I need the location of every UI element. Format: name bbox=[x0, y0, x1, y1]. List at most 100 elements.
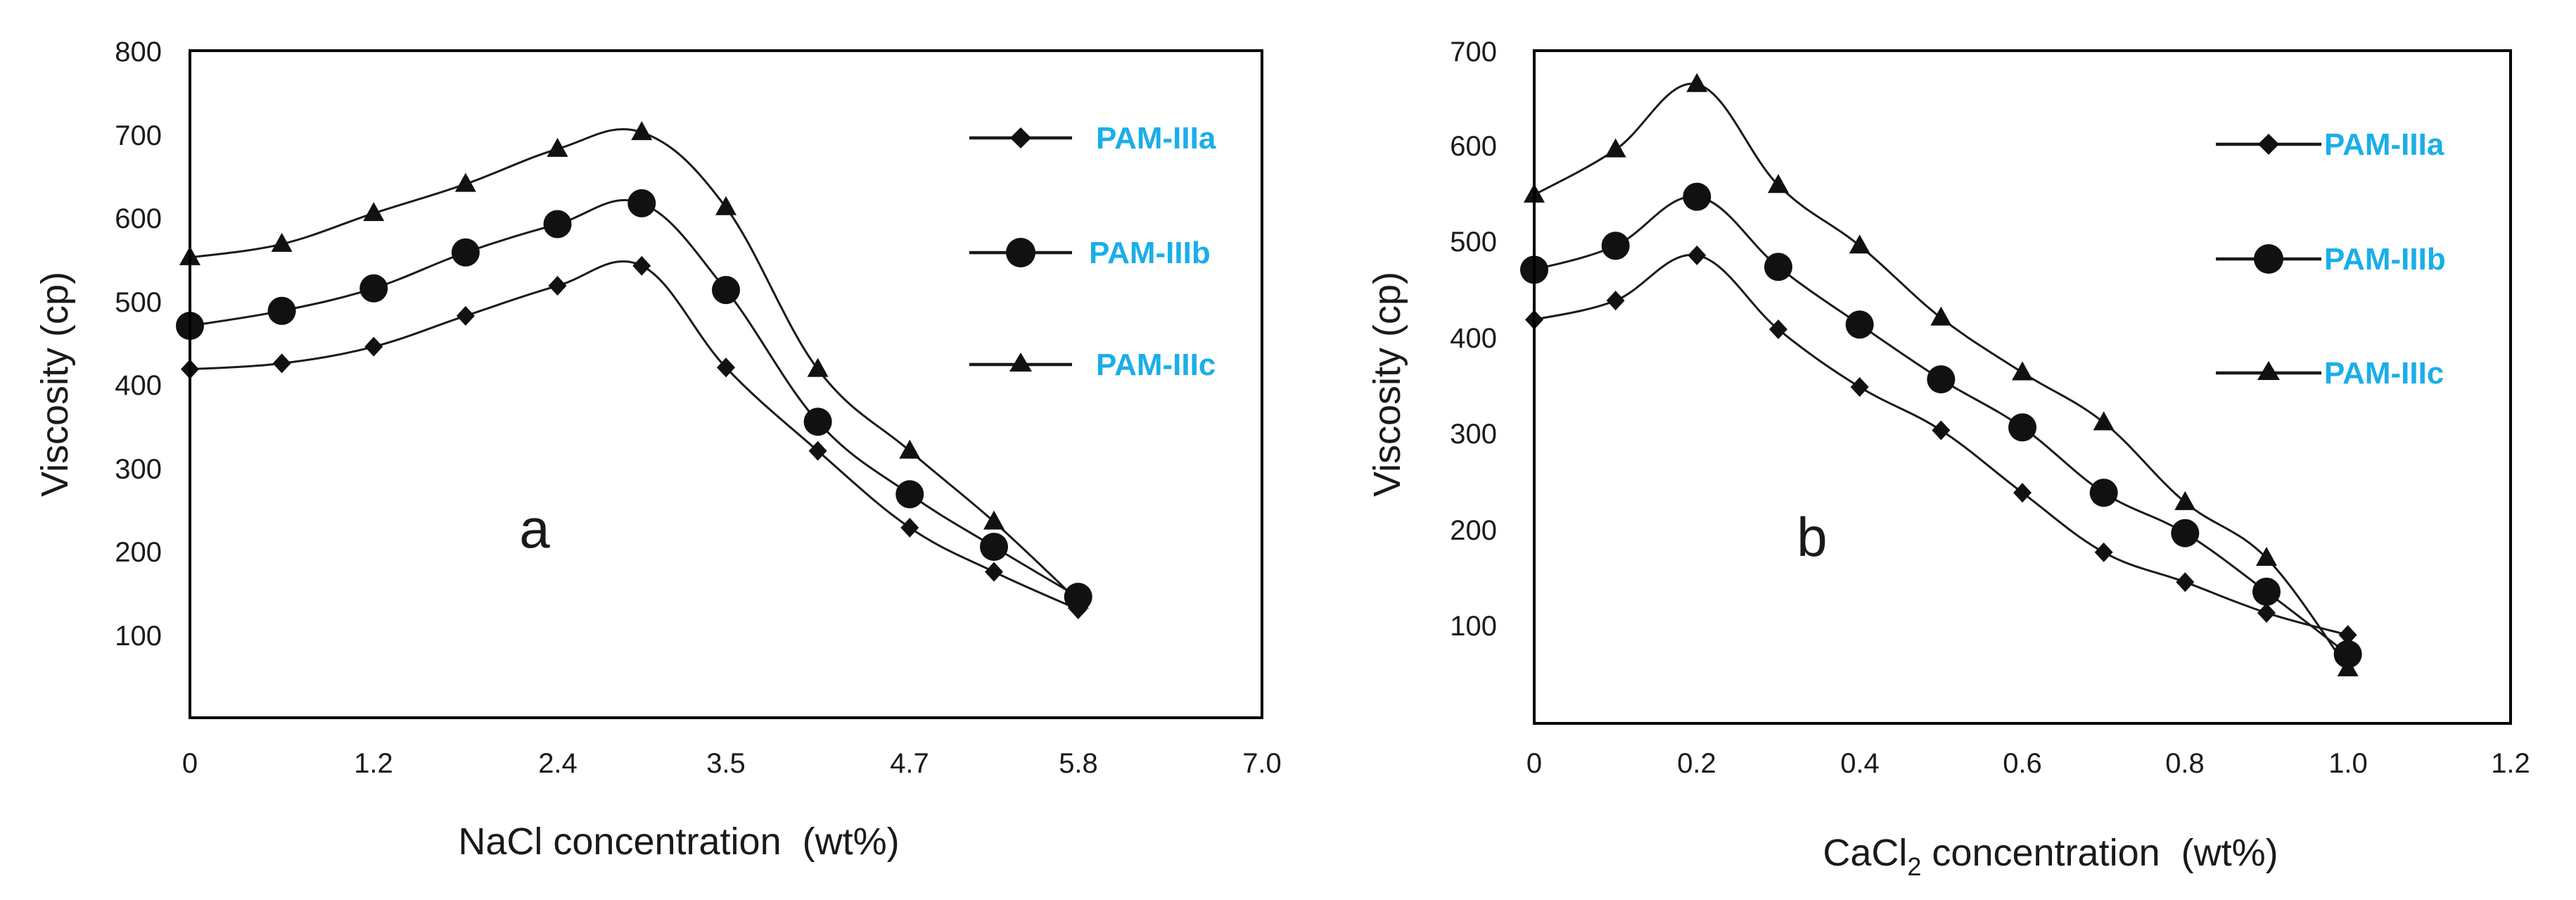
data-point-triangle-marker bbox=[1605, 138, 1626, 158]
y-tick-label: 800 bbox=[115, 37, 162, 68]
legend-item: PAM-IIIc bbox=[2216, 356, 2444, 391]
y-tick-label: 100 bbox=[1450, 611, 1497, 642]
series-line-a-1 bbox=[189, 198, 1079, 598]
x-axis-title-main: CaCl bbox=[1823, 832, 1907, 874]
data-point-triangle-marker bbox=[2337, 657, 2359, 677]
data-point-diamond-marker bbox=[548, 276, 567, 296]
data-point-triangle-marker bbox=[983, 510, 1005, 530]
data-point-triangle-marker bbox=[454, 172, 476, 192]
data-point-diamond-marker bbox=[456, 305, 475, 326]
data-point-circle-marker bbox=[980, 533, 1008, 562]
y-tick-label: 100 bbox=[115, 621, 162, 652]
panel-label-b: b bbox=[1797, 506, 1827, 568]
triangle-marker-icon bbox=[2257, 361, 2280, 380]
legend-a: PAM-IIIa PAM-IIIb PAM-IIIc bbox=[969, 121, 1216, 382]
data-point-diamond-marker bbox=[2094, 542, 2113, 562]
data-point-diamond-marker bbox=[1606, 291, 1625, 311]
data-point-circle-marker bbox=[451, 238, 480, 267]
data-point-triangle-marker bbox=[2174, 490, 2196, 510]
y-tick-label: 200 bbox=[1450, 515, 1497, 546]
data-point-circle-marker bbox=[803, 407, 832, 436]
data-point-triangle-marker bbox=[715, 196, 737, 215]
x-axis-title-rest: concentration (wt%) bbox=[1921, 832, 2278, 874]
data-point-circle-marker bbox=[1927, 365, 1956, 394]
data-point-circle-marker bbox=[1601, 232, 1630, 260]
data-point-diamond-marker bbox=[364, 336, 383, 357]
data-point-circle-marker bbox=[543, 210, 572, 239]
data-point-triangle-marker bbox=[2256, 547, 2277, 566]
plot-frame-a bbox=[189, 49, 1263, 719]
legend-item: PAM-IIIb bbox=[2216, 242, 2446, 277]
y-tick-label: 700 bbox=[1450, 37, 1497, 68]
y-ticks-a: 100 200 300 400 500 600 700 800 bbox=[115, 37, 162, 652]
x-tick-label: 7.0 bbox=[1242, 748, 1282, 779]
data-point-triangle-marker bbox=[1686, 72, 1708, 92]
data-point-circle-marker bbox=[359, 274, 388, 303]
x-axis-title-subscript: 2 bbox=[1907, 852, 1921, 881]
legend-item: PAM-IIIb bbox=[969, 236, 1211, 270]
series-line-a-2 bbox=[189, 128, 1079, 602]
x-tick-label: 0 bbox=[182, 748, 198, 779]
data-point-circle-marker bbox=[2089, 478, 2118, 507]
data-point-diamond-marker bbox=[2338, 625, 2357, 645]
legend-label: PAM-IIIc bbox=[2324, 356, 2444, 391]
x-axis-title-b: CaCl2 concentration (wt%) bbox=[1823, 832, 2278, 881]
x-axis-title-a: NaCl concentration (wt%) bbox=[458, 820, 899, 863]
data-point-circle-marker bbox=[2333, 640, 2362, 668]
data-point-diamond-marker bbox=[808, 441, 827, 461]
data-point-diamond-marker bbox=[2176, 572, 2195, 592]
data-point-triangle-marker bbox=[631, 121, 653, 141]
data-point-triangle-marker bbox=[547, 137, 568, 157]
data-point-circle-marker bbox=[2171, 519, 2200, 547]
diamond-marker-icon bbox=[2258, 134, 2279, 155]
y-tick-label: 300 bbox=[115, 454, 162, 485]
x-tick-label: 1.2 bbox=[354, 748, 393, 779]
x-tick-label: 0.2 bbox=[1677, 748, 1716, 779]
panel-label-a: a bbox=[519, 497, 550, 559]
x-tick-label: 0.8 bbox=[2165, 748, 2205, 779]
data-point-triangle-marker bbox=[2012, 361, 2033, 381]
panel-a: 100 200 300 400 500 600 700 800 0 1.2 2.… bbox=[34, 37, 1282, 863]
data-point-circle-marker bbox=[1845, 310, 1874, 339]
legend-item: PAM-IIIc bbox=[969, 348, 1216, 382]
data-point-triangle-marker bbox=[807, 357, 829, 377]
data-point-triangle-marker bbox=[1768, 174, 1789, 194]
triangle-marker-icon bbox=[1009, 353, 1032, 372]
series-layer-b bbox=[1520, 72, 2362, 677]
legend-label: PAM-IIIa bbox=[1096, 121, 1216, 156]
y-ticks-b: 100 200 300 400 500 600 700 bbox=[1450, 37, 1497, 642]
data-point-triangle-marker bbox=[899, 439, 921, 459]
y-axis-title-b: Viscosity (cp) bbox=[1366, 272, 1408, 497]
x-tick-label: 0.6 bbox=[2003, 748, 2042, 779]
y-tick-label: 300 bbox=[1450, 419, 1497, 450]
data-point-diamond-marker bbox=[1769, 319, 1787, 340]
series-line-a-0 bbox=[189, 260, 1079, 611]
data-point-diamond-marker bbox=[1850, 377, 1869, 397]
data-point-triangle-marker bbox=[1067, 590, 1089, 609]
x-tick-label: 0 bbox=[1526, 748, 1542, 779]
data-point-triangle-marker bbox=[1849, 234, 1870, 254]
legend-item: PAM-IIIa bbox=[2216, 127, 2444, 162]
x-tick-label: 3.5 bbox=[706, 748, 746, 779]
data-point-triangle-marker bbox=[363, 202, 385, 222]
x-tick-label: 2.4 bbox=[538, 748, 578, 779]
legend-b: PAM-IIIa PAM-IIIb PAM-IIIc bbox=[2216, 127, 2446, 391]
x-tick-label: 1.0 bbox=[2328, 748, 2368, 779]
y-tick-label: 600 bbox=[115, 203, 162, 234]
y-tick-label: 400 bbox=[1450, 323, 1497, 354]
series-layer-a bbox=[176, 121, 1092, 619]
data-point-diamond-marker bbox=[985, 562, 1003, 582]
data-point-circle-marker bbox=[1764, 253, 1792, 281]
data-point-triangle-marker bbox=[1930, 306, 1952, 326]
x-tick-label: 1.2 bbox=[2491, 748, 2530, 779]
legend-label: PAM-IIIa bbox=[2324, 127, 2444, 162]
data-point-circle-marker bbox=[712, 276, 740, 305]
legend-label: PAM-IIIb bbox=[2324, 242, 2446, 277]
circle-marker-icon bbox=[1006, 238, 1035, 267]
x-tick-label: 4.7 bbox=[890, 748, 929, 779]
legend-label: PAM-IIIb bbox=[1089, 236, 1211, 270]
data-point-diamond-marker bbox=[1932, 420, 1951, 441]
y-tick-label: 200 bbox=[115, 537, 162, 568]
data-point-diamond-marker bbox=[2013, 483, 2032, 503]
